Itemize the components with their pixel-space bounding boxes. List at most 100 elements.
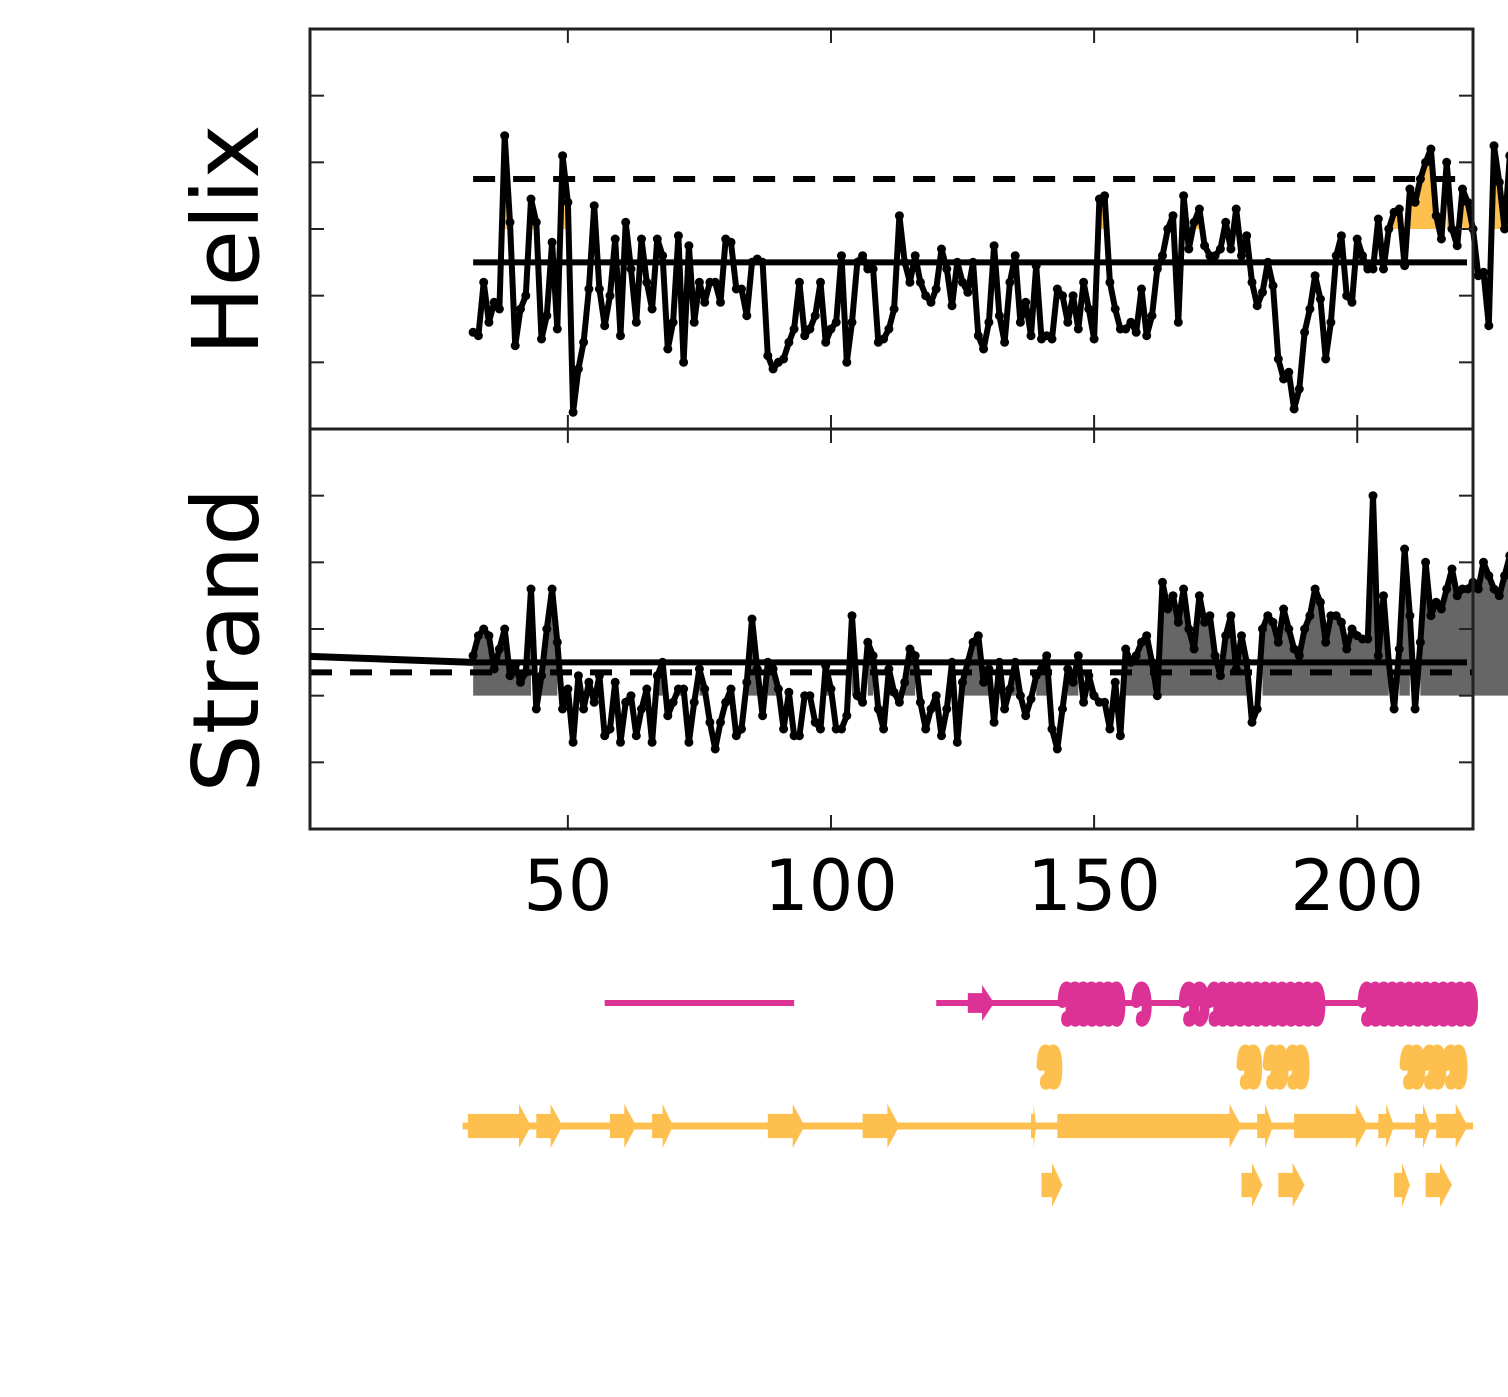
strand-point <box>1431 597 1441 607</box>
helix-point <box>642 277 652 287</box>
helix-point <box>1442 157 1452 167</box>
helix-point <box>1347 297 1357 307</box>
helix-point <box>968 257 978 267</box>
helix-point <box>1505 151 1508 160</box>
strand-point <box>1447 564 1457 574</box>
strand-panel: Strand <box>173 427 1508 831</box>
helix-point <box>905 277 915 287</box>
strand-point <box>952 737 962 747</box>
strand-point <box>1279 604 1289 614</box>
strand-point <box>1284 624 1294 634</box>
strand-point <box>510 661 520 671</box>
strand-point <box>731 731 741 741</box>
strand-point <box>1005 684 1015 694</box>
helix-point <box>842 357 852 367</box>
strand-point <box>821 661 831 671</box>
strand-point <box>931 691 941 701</box>
strand-point <box>705 717 715 727</box>
helix-point <box>594 284 604 294</box>
helix-point <box>1331 251 1341 261</box>
strand-point <box>826 684 836 694</box>
strand-point <box>837 724 846 734</box>
yellow-strand-arrow <box>610 1104 637 1148</box>
strand-point <box>1052 744 1062 754</box>
strand-mean-lead <box>309 652 474 666</box>
strand-point <box>652 671 662 681</box>
strand-point <box>605 724 615 734</box>
strand-point <box>816 724 825 734</box>
helix-point <box>1158 251 1167 261</box>
strand-point <box>684 737 694 747</box>
helix-point <box>516 304 525 314</box>
helix-point <box>637 234 646 244</box>
strand-point <box>1026 694 1036 704</box>
helix-point <box>1336 231 1346 241</box>
strand-point <box>1363 634 1373 644</box>
strand-point <box>1105 724 1115 734</box>
strand-point <box>1179 584 1189 594</box>
strand-point <box>1084 671 1094 681</box>
strand-point <box>884 664 894 674</box>
strand-point <box>600 731 610 741</box>
strand-point <box>773 684 783 694</box>
strand-point <box>1479 557 1488 567</box>
helix-point <box>1252 301 1262 311</box>
yellow-strand-arrow <box>1241 1163 1263 1207</box>
strand-point <box>547 584 557 594</box>
strand-point <box>1089 691 1099 701</box>
helix-point <box>1484 321 1494 331</box>
helix-point <box>1352 234 1362 244</box>
helix-point <box>1279 374 1289 384</box>
yellow-helix <box>1036 1044 1063 1090</box>
helix-point <box>1258 287 1267 297</box>
strand-point <box>626 691 636 701</box>
strand-point <box>1079 697 1089 707</box>
helix-point <box>652 234 662 244</box>
helix-fill-segment <box>1494 145 1508 229</box>
helix-point <box>1073 324 1083 334</box>
helix-point <box>847 317 857 327</box>
strand-point <box>610 677 620 687</box>
strand-point <box>1221 631 1231 641</box>
helix-point <box>1273 354 1283 364</box>
helix-point <box>1010 251 1020 261</box>
strand-point <box>589 697 599 707</box>
yellow-strand-arrow <box>536 1104 563 1148</box>
strand-point <box>1336 617 1346 627</box>
helix-point <box>700 297 710 307</box>
strand-point <box>1242 657 1252 667</box>
yellow-helix <box>1441 1044 1468 1090</box>
strand-point <box>858 697 868 707</box>
strand-point <box>1421 557 1431 567</box>
helix-point <box>1084 304 1094 314</box>
helix-point <box>1452 241 1462 251</box>
helix-point <box>1131 327 1141 337</box>
strand-point <box>1289 644 1299 654</box>
strand-point <box>1121 644 1131 654</box>
strand-point <box>1063 664 1073 674</box>
yellow-strand-arrow <box>467 1104 531 1148</box>
strand-point <box>879 724 889 734</box>
helix-point <box>673 231 683 241</box>
strand-point <box>984 664 994 674</box>
helix-point <box>1400 261 1410 271</box>
strand-point <box>526 584 536 594</box>
strand-point <box>794 731 804 741</box>
helix-point <box>1247 277 1257 287</box>
strand-point <box>1505 551 1508 560</box>
yellow-strand-arrow <box>1394 1163 1410 1207</box>
helix-point <box>1415 174 1425 184</box>
strand-point <box>716 717 725 727</box>
yellow-strand-arrow <box>1278 1163 1305 1207</box>
strand-point <box>1000 704 1010 714</box>
helix-point <box>915 277 925 287</box>
strand-point <box>1215 671 1225 681</box>
helix-point <box>737 284 746 294</box>
strand-axis-label: Strand <box>173 487 280 792</box>
helix-point <box>1168 211 1178 221</box>
x-tick-label: 100 <box>764 845 898 927</box>
strand-point <box>900 677 910 687</box>
strand-point <box>1126 657 1136 667</box>
strand-point <box>905 644 915 654</box>
strand-point <box>768 664 778 674</box>
